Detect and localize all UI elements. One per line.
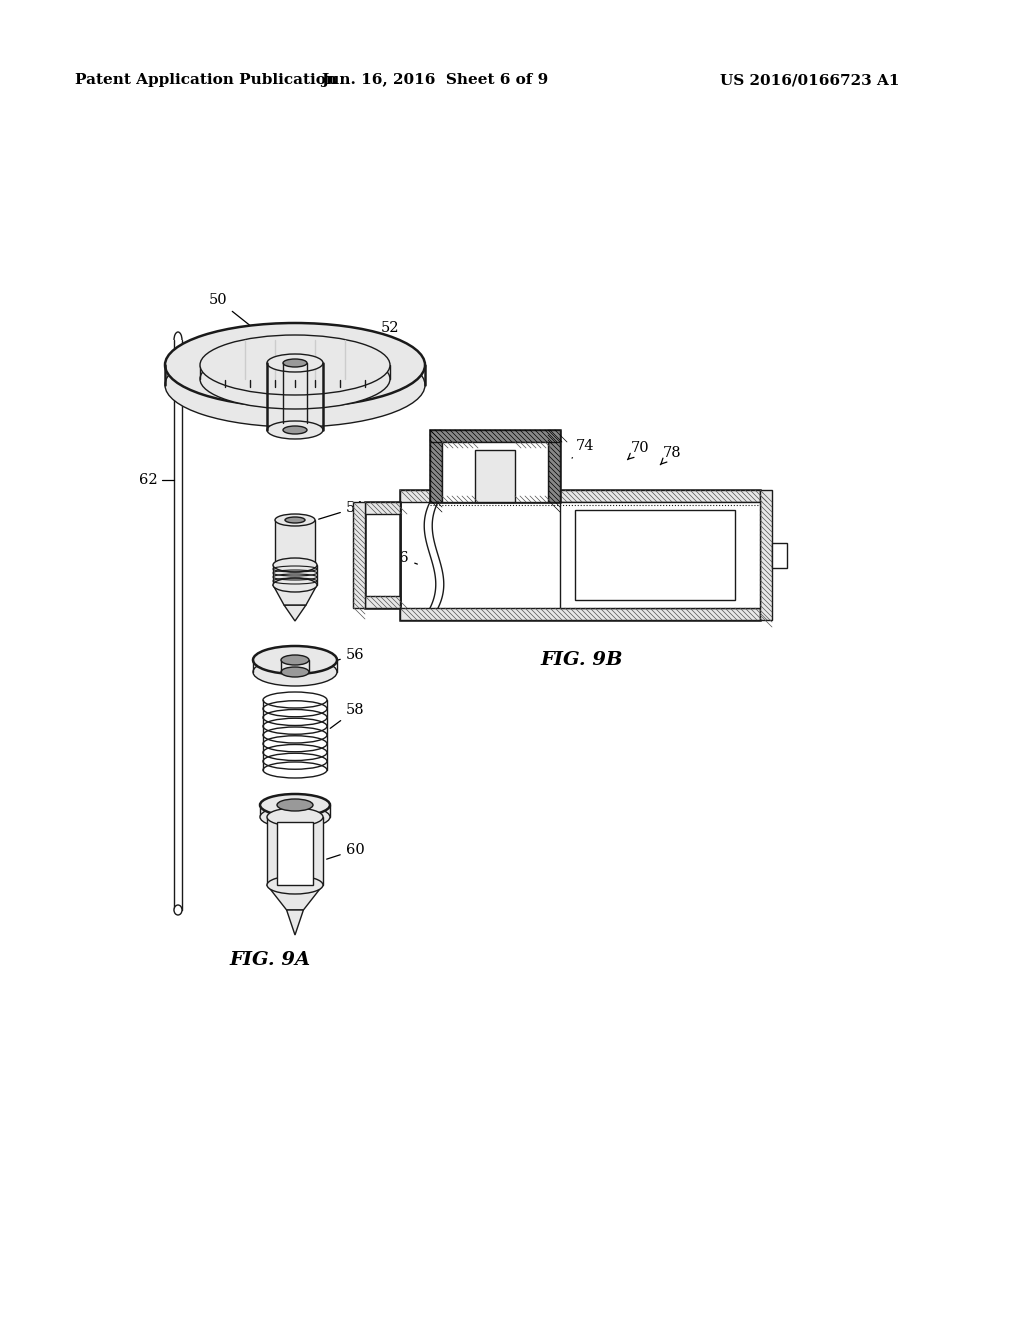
Text: 56: 56 [338, 648, 365, 663]
Ellipse shape [283, 359, 307, 367]
Polygon shape [278, 822, 313, 884]
Polygon shape [560, 502, 760, 609]
Text: FIG. 9A: FIG. 9A [229, 950, 310, 969]
Text: 70: 70 [628, 441, 649, 459]
Polygon shape [273, 565, 317, 585]
Polygon shape [760, 490, 772, 620]
Ellipse shape [267, 354, 323, 372]
Polygon shape [365, 502, 400, 513]
Polygon shape [400, 490, 760, 620]
Ellipse shape [260, 795, 330, 816]
Text: US 2016/0166723 A1: US 2016/0166723 A1 [720, 73, 899, 87]
Ellipse shape [267, 421, 323, 440]
Ellipse shape [253, 645, 337, 675]
Polygon shape [430, 430, 560, 502]
Ellipse shape [273, 578, 317, 591]
Polygon shape [267, 817, 323, 884]
Ellipse shape [283, 426, 307, 434]
Text: 80: 80 [680, 511, 705, 525]
Polygon shape [430, 430, 442, 502]
Ellipse shape [281, 655, 309, 665]
Ellipse shape [200, 348, 390, 409]
Polygon shape [273, 585, 317, 605]
Ellipse shape [278, 799, 313, 810]
Text: FIG. 9B: FIG. 9B [541, 651, 624, 669]
Text: 74: 74 [572, 440, 594, 458]
Ellipse shape [267, 876, 323, 894]
Ellipse shape [253, 657, 337, 686]
Ellipse shape [267, 808, 323, 826]
Text: Patent Application Publication: Patent Application Publication [75, 73, 337, 87]
Ellipse shape [260, 807, 330, 828]
Polygon shape [365, 597, 400, 609]
Text: 50: 50 [209, 293, 259, 333]
Polygon shape [400, 490, 760, 502]
Ellipse shape [275, 513, 315, 525]
Ellipse shape [200, 335, 390, 395]
Ellipse shape [165, 343, 425, 426]
Polygon shape [365, 502, 400, 609]
Text: 54: 54 [318, 502, 365, 519]
Text: 76: 76 [391, 550, 418, 565]
Ellipse shape [275, 558, 315, 572]
Ellipse shape [281, 667, 309, 677]
Text: 72: 72 [511, 433, 529, 453]
Text: 78: 78 [660, 446, 681, 465]
Text: 58: 58 [330, 704, 365, 729]
Text: 60: 60 [327, 843, 365, 859]
Polygon shape [400, 609, 760, 620]
Text: 52: 52 [362, 321, 399, 348]
Polygon shape [284, 605, 306, 620]
Polygon shape [475, 450, 515, 502]
Ellipse shape [273, 558, 317, 572]
Text: Jun. 16, 2016  Sheet 6 of 9: Jun. 16, 2016 Sheet 6 of 9 [322, 73, 549, 87]
Polygon shape [287, 909, 303, 935]
Text: 62: 62 [139, 473, 158, 487]
Polygon shape [575, 510, 735, 601]
Ellipse shape [285, 517, 305, 523]
Ellipse shape [174, 906, 182, 915]
Polygon shape [275, 520, 315, 565]
Polygon shape [353, 502, 365, 609]
Polygon shape [772, 543, 787, 568]
Polygon shape [442, 442, 548, 502]
Polygon shape [267, 884, 323, 909]
Polygon shape [548, 430, 560, 502]
Ellipse shape [165, 323, 425, 407]
Polygon shape [260, 805, 330, 817]
Polygon shape [430, 430, 560, 442]
